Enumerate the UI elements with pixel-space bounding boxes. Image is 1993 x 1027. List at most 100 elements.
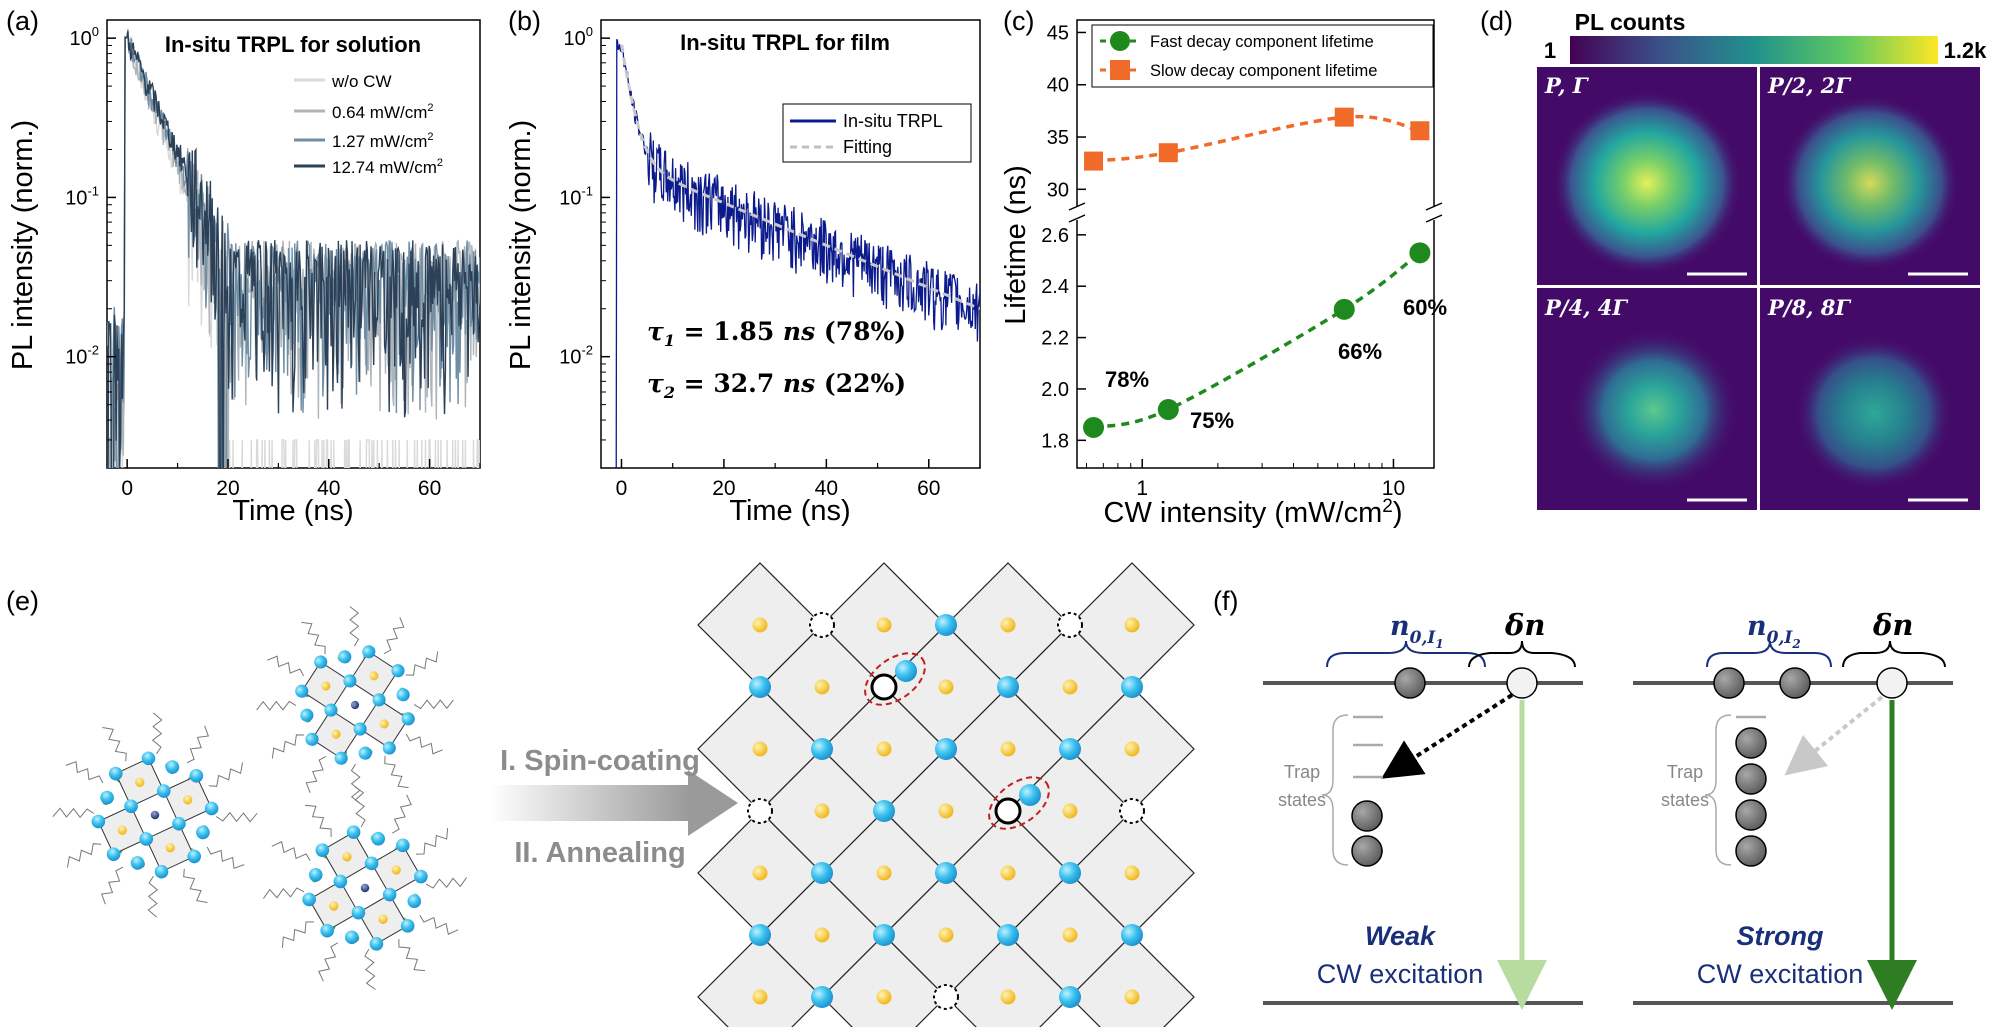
lattice-defect-vacancy — [870, 673, 898, 701]
ligand — [392, 794, 412, 834]
ligand — [413, 699, 454, 710]
weak-subtitle: CW excitation — [1317, 959, 1484, 989]
axis-b-xtick-label-3: 60 — [917, 477, 940, 500]
axis-a-ytick-label-1: 10-1 — [65, 183, 99, 209]
ligand — [383, 617, 405, 655]
axis-a-xtick-label-0: 0 — [121, 477, 133, 500]
x-site-atom — [382, 887, 397, 902]
fast-lifetime-trend — [1093, 251, 1421, 430]
lattice-x-site — [811, 738, 833, 760]
ligand — [65, 760, 104, 784]
legend-a-item-0: w/o CW — [331, 72, 392, 91]
axis-b-ytick-label-2: 10-2 — [559, 343, 593, 369]
lattice-x-site — [1059, 986, 1081, 1008]
lattice-a-site — [1062, 927, 1078, 943]
ligand — [215, 811, 258, 823]
lattice-a-site — [876, 617, 892, 633]
ligand — [415, 828, 449, 855]
a-site-atom — [369, 671, 379, 681]
legend-b-item-0: In-situ TRPL — [843, 111, 943, 131]
panel-a: (a) In-situ TRPL for solution w/o CW 0.6… — [6, 6, 481, 527]
axis-c-ytick-top-label-0: 30 — [1047, 179, 1069, 201]
axis-break-mark-left — [1068, 202, 1086, 211]
process-arrow-body — [490, 785, 690, 821]
lattice-frame — [696, 561, 1196, 563]
lattice-x-site — [1121, 676, 1143, 698]
ligand — [318, 942, 338, 982]
x-site-atom — [345, 930, 359, 945]
x-site-atom — [401, 712, 415, 726]
axis-c-xtick-label-0: 1 — [1136, 477, 1148, 500]
x-site-atom — [106, 847, 121, 862]
panel-e-label: (e) — [6, 586, 39, 616]
slow-lifetime-trend — [1093, 114, 1421, 163]
legend-a-item-2: 1.27 mW/cm2 — [332, 131, 434, 151]
axis-break-mark-left — [1068, 214, 1086, 223]
x-site-atom — [338, 650, 352, 664]
panel-a-label: (a) — [6, 6, 39, 36]
point-label-3: 60% — [1403, 295, 1447, 320]
lattice-x-site — [935, 738, 957, 760]
x-site-atom — [172, 816, 186, 831]
panel-b: (b) In-situ TRPL for film In-situ TRPL F… — [505, 6, 981, 527]
nanocrystal-clusters — [52, 606, 468, 991]
trpl-b-fit — [620, 44, 980, 311]
tile-label-3: P/8, 8Γ — [1767, 295, 1852, 320]
trpl-a-series-3 — [107, 31, 480, 468]
lattice-a-site — [938, 927, 954, 943]
axes-b: 0 20 40 60 100 10-1 10-2 — [559, 24, 981, 500]
ylabel-b: PL intensity (norm.) — [505, 120, 537, 370]
n0-brace-strong — [1706, 640, 1832, 668]
panel-e: (e) I. Spin-coating II. Annealing — [6, 561, 1196, 1027]
trap-label-strong-1: Trap — [1667, 762, 1703, 782]
nanocrystal-0 — [52, 712, 258, 918]
lattice-a-site — [752, 741, 768, 757]
lattice-x-site — [873, 924, 895, 946]
x-site-atom — [358, 746, 372, 760]
x-site-atom — [414, 869, 428, 884]
axis-a-ytick-label-2: 10-2 — [65, 343, 99, 369]
lattice-defect-vacancy — [994, 797, 1022, 825]
legend-b-box — [782, 103, 972, 163]
legend-b: In-situ TRPL Fitting — [782, 103, 972, 163]
lattice-a-site — [876, 989, 892, 1005]
trapped-electron-weak-0 — [1351, 800, 1383, 832]
ligand — [405, 651, 439, 676]
colorbar-min: 1 — [1544, 38, 1556, 63]
ligand — [349, 606, 360, 647]
ligand — [102, 726, 127, 762]
dn-brace-weak — [1468, 640, 1576, 668]
lattice-vacancy — [747, 798, 773, 824]
lattice-a-site — [814, 803, 830, 819]
panel-b-label: (b) — [508, 6, 541, 36]
trapping-arrow-strong — [1784, 695, 1884, 776]
lattice-a-site — [814, 679, 830, 695]
pl-spot-2 — [1569, 328, 1739, 492]
axis-a-xtick-label-2: 40 — [317, 477, 340, 500]
trap-label-weak-2: states — [1278, 790, 1326, 810]
lattice-a-site — [752, 989, 768, 1005]
trapped-electron-weak-1 — [1351, 835, 1383, 867]
nanocrystal-1 — [256, 606, 454, 804]
title-b: In-situ TRPL for film — [680, 30, 890, 55]
x-site-atom — [320, 923, 334, 938]
n0-label-strong: n0,I2 — [1747, 611, 1801, 651]
ylabel-a: PL intensity (norm.) — [7, 120, 39, 370]
trapping-arrow-weak — [1381, 693, 1514, 779]
lattice-a-site — [1062, 679, 1078, 695]
legend-a-item-3: 12.74 mW/cm2 — [332, 157, 443, 177]
lattice-interstitial — [895, 660, 917, 682]
band-diagram-strong: n0,I2 δn Trap states Strong CW excitatio… — [1633, 608, 1953, 1010]
electron-strong-1 — [1779, 667, 1811, 699]
axis-c-ytick-top-label-3: 45 — [1047, 22, 1069, 44]
ylabel-c: Lifetime (ns) — [1000, 165, 1032, 325]
photo-electron-strong — [1876, 667, 1908, 699]
x-site-atom — [362, 645, 376, 659]
ligand — [267, 655, 305, 677]
x-site-atom — [396, 838, 410, 853]
lattice-x-site — [997, 676, 1019, 698]
xlabel-a: Time (ns) — [232, 495, 353, 527]
xlabel-c: CW intensity (mW/cm2) — [1104, 496, 1403, 529]
ligand — [305, 755, 327, 793]
b-site-atom — [150, 810, 160, 820]
